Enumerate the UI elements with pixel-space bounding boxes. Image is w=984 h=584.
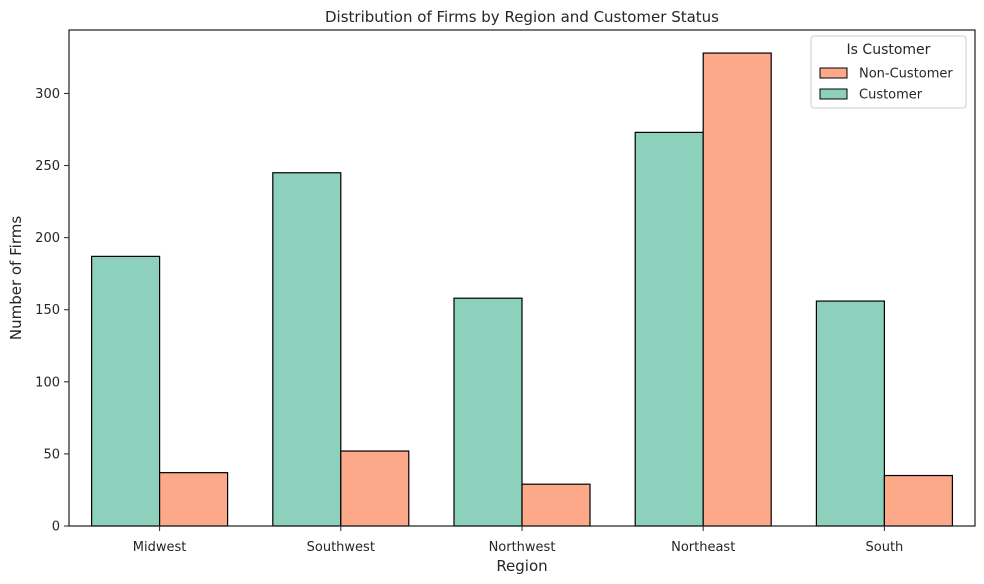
x-tick-label: Southwest — [307, 540, 375, 555]
legend-label-non-customer: Non-Customer — [859, 67, 953, 82]
bar-non-customer-southwest — [340, 450, 410, 527]
legend-title: Is Customer — [847, 42, 931, 58]
bars-group — [90, 52, 954, 527]
legend: Is Customer Non-Customer Customer — [810, 35, 967, 109]
x-tick-label: Northwest — [489, 540, 556, 555]
bar-non-customer-south — [883, 474, 954, 527]
x-tick-label: South — [866, 540, 904, 555]
bar-customer-southwest — [272, 172, 342, 527]
bar-non-customer-midwest — [159, 472, 229, 527]
y-tick-label: 250 — [35, 159, 60, 174]
bar-customer-northwest — [453, 297, 523, 527]
y-tick-label: 200 — [35, 231, 60, 246]
x-axis: Midwest Southwest Northwest Northeast South — [133, 526, 903, 555]
y-axis: 0 50 100 150 200 250 300 — [35, 87, 69, 535]
bar-non-customer-northwest — [521, 483, 591, 527]
bar-customer-south — [815, 300, 886, 527]
legend-box — [810, 35, 967, 109]
bar-customer-northeast — [634, 131, 704, 527]
y-tick-label: 0 — [52, 520, 60, 535]
y-tick-label: 50 — [43, 447, 60, 462]
y-tick-label: 150 — [35, 303, 60, 318]
y-axis-label: Number of Firms — [7, 216, 25, 340]
bar-non-customer-northeast — [702, 52, 772, 527]
y-tick-label: 300 — [35, 87, 60, 102]
chart-title: Distribution of Firms by Region and Cust… — [325, 8, 719, 26]
x-axis-label: Region — [496, 557, 547, 575]
x-tick-label: Midwest — [133, 540, 187, 555]
y-tick-label: 100 — [35, 375, 60, 390]
legend-label-customer: Customer — [859, 88, 923, 103]
x-tick-label: Northeast — [671, 540, 735, 555]
legend-swatch-non-customer — [819, 67, 848, 79]
legend-swatch-customer — [819, 88, 848, 100]
bar-customer-midwest — [90, 255, 161, 527]
